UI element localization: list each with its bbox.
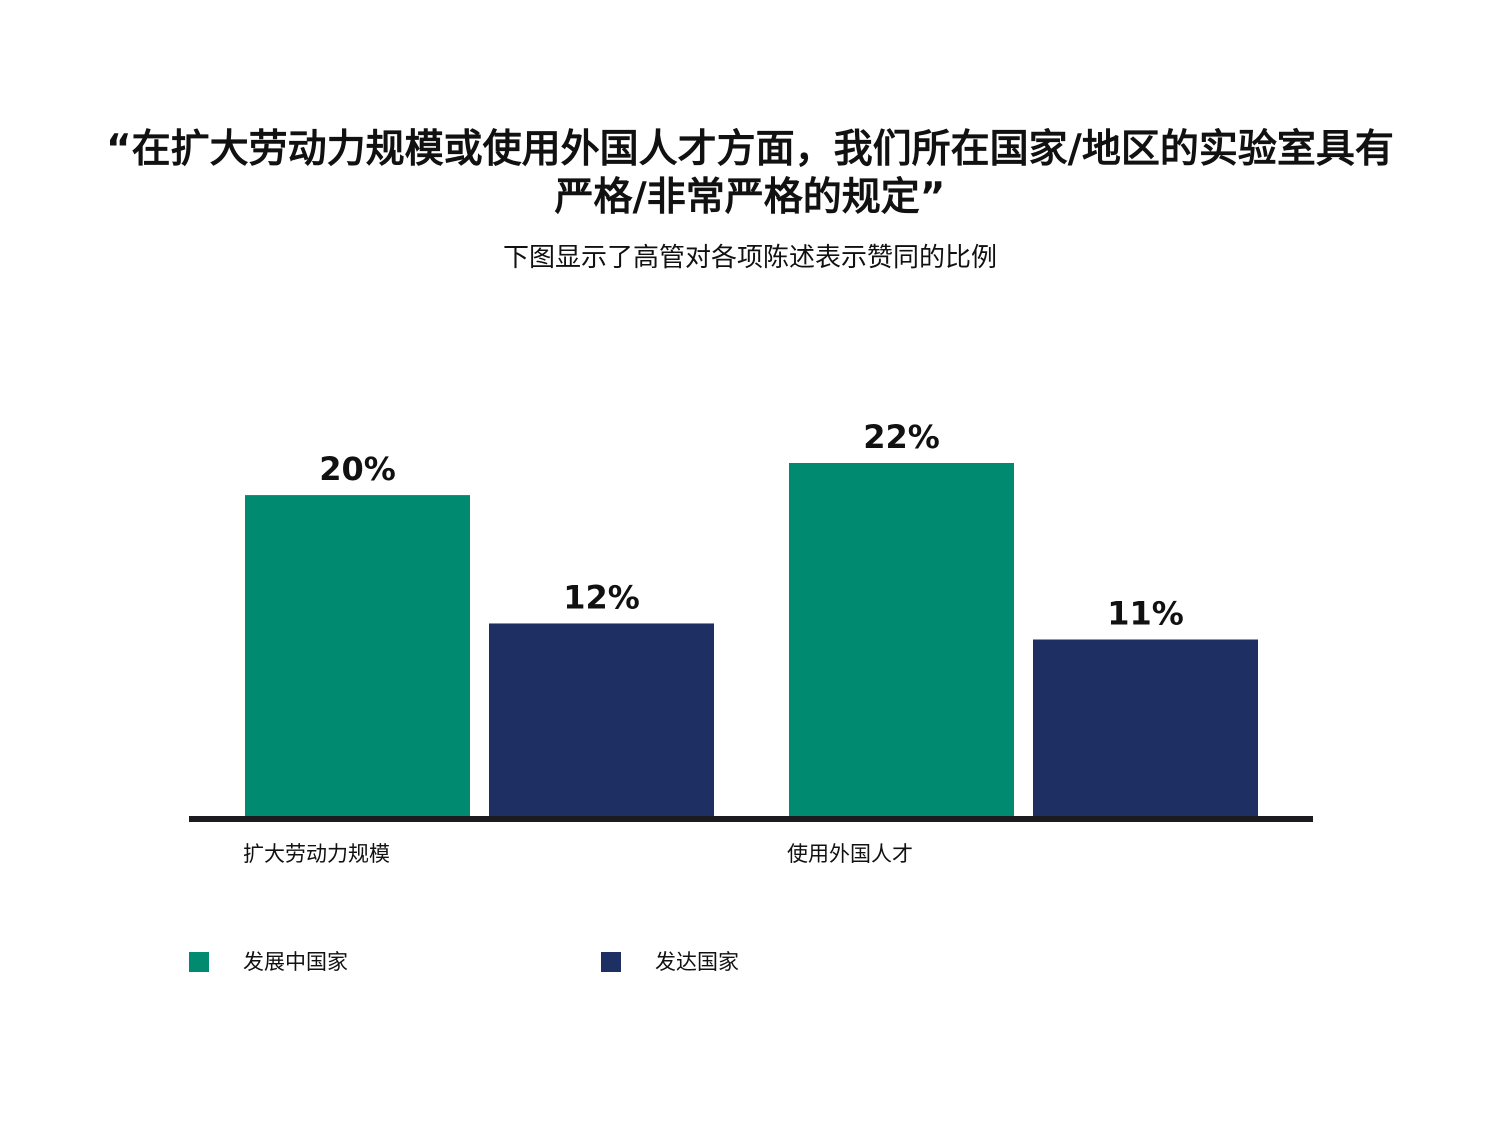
bar-value-label: 22% — [863, 418, 940, 456]
bar-developing-1 — [245, 495, 470, 816]
legend-swatch-developing — [189, 952, 209, 972]
bar-developed-1 — [489, 623, 714, 816]
category-label: 扩大劳动力规模 — [243, 842, 390, 866]
legend-item-developing: 发展中国家 — [189, 944, 348, 980]
legend: 发展中国家 发达国家 — [0, 944, 1500, 980]
bar-developing-2 — [789, 463, 1014, 816]
legend-label-developed: 发达国家 — [655, 950, 739, 974]
bar-value-label: 12% — [563, 578, 640, 616]
legend-swatch-developed — [601, 952, 621, 972]
chart-subtitle: 下图显示了高管对各项陈述表示赞同的比例 — [502, 243, 997, 273]
bar-value-label: 11% — [1107, 595, 1184, 633]
chart-title: “在扩大劳动力规模或使用外国人才方面，我们所在国家/地区的实验室具有严格/非常严… — [106, 127, 1394, 220]
category-label: 使用外国人才 — [787, 842, 913, 866]
bar-value-label: 20% — [319, 450, 396, 488]
bar-developed-2 — [1033, 639, 1258, 816]
legend-item-developed: 发达国家 — [601, 944, 739, 980]
legend-label-developing: 发展中国家 — [243, 950, 348, 974]
